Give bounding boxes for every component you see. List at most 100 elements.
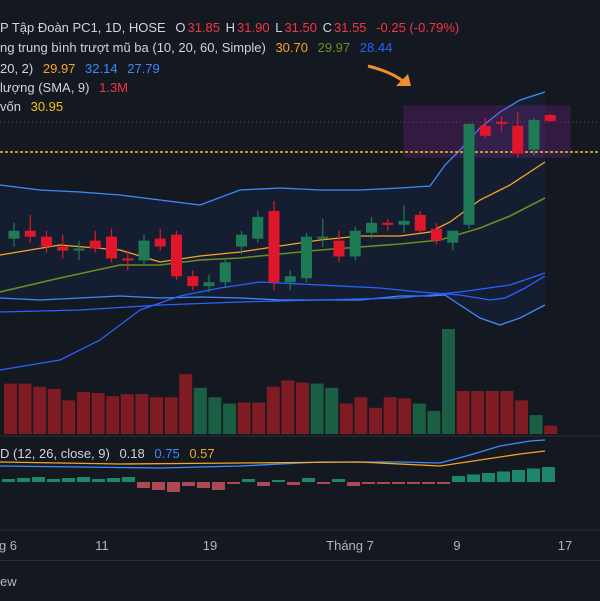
candle-body	[463, 123, 475, 225]
candle-body	[268, 210, 280, 283]
bb-value-3: 27.79	[127, 61, 160, 76]
volume-bar	[4, 383, 17, 434]
macd-histogram-bar	[182, 482, 195, 486]
candle-body	[284, 276, 296, 283]
chart-area[interactable]: P Tập Đoàn PC1, 1D, HOSE O 31.85 H 31.90 L…	[0, 0, 600, 560]
macd-histogram-bar	[2, 479, 15, 482]
candle-body	[414, 214, 426, 231]
volume-bar	[544, 425, 558, 434]
bb-legend[interactable]: 20, 2) 29.97 32.14 27.79	[0, 61, 162, 77]
volume-value: 1.3M	[99, 80, 129, 95]
macd-histogram-bar	[437, 482, 450, 484]
candle-body	[219, 262, 231, 283]
ma-line-slow	[0, 272, 546, 313]
macd-histogram-bar	[212, 482, 225, 490]
candle-body	[528, 119, 540, 150]
candle-body	[187, 276, 199, 287]
macd-histogram-bar	[152, 482, 165, 490]
bottom-toolbar-label[interactable]: ew	[0, 574, 17, 589]
macd-legend[interactable]: D (12, 26, close, 9) 0.18 0.75 0.57	[0, 446, 217, 462]
candle-body	[512, 125, 524, 154]
candle-body	[57, 246, 69, 251]
macd-histogram-bar	[107, 478, 120, 482]
macd-line	[0, 439, 546, 469]
macd-histogram-bar	[512, 470, 525, 482]
volume-bar	[339, 403, 353, 434]
volume-bar	[456, 390, 470, 434]
macd-value-1: 0.18	[119, 446, 145, 461]
macd-value-2: 0.75	[154, 446, 180, 461]
bottom-toolbar[interactable]: ew	[0, 560, 600, 601]
volume-legend[interactable]: lượng (SMA, 9) 1.3M	[0, 80, 130, 96]
x-label-6: 17	[557, 538, 573, 553]
candle-body	[317, 236, 329, 239]
volume-bar	[164, 397, 178, 434]
candle-body	[479, 125, 491, 136]
macd-histogram-bar	[452, 476, 465, 482]
macd-histogram-bar	[407, 482, 420, 484]
volume-bar	[485, 390, 499, 434]
volume-label: lượng (SMA, 9)	[0, 80, 90, 95]
volume-bar	[266, 386, 280, 434]
volume-bar	[442, 329, 455, 434]
volume-bar	[223, 403, 236, 434]
volume-bar	[135, 394, 149, 434]
candle-body	[203, 282, 215, 287]
macd-histogram-bar	[317, 482, 330, 484]
macd-histogram-bar	[92, 479, 105, 482]
arrow-annotation	[367, 64, 405, 84]
bb-value-1: 29.97	[42, 61, 76, 76]
high-value: 31.90	[237, 20, 270, 35]
volume-bar	[62, 400, 76, 434]
macd-histogram-bar	[32, 477, 45, 482]
volume-bar	[515, 400, 528, 434]
candle-body	[122, 258, 134, 261]
macd-histogram-bar	[167, 482, 180, 492]
candle-body	[398, 220, 410, 225]
volume-bar	[33, 386, 47, 434]
ma-value-1: 30.70	[275, 40, 308, 55]
volume-bar	[252, 402, 266, 434]
macd-histogram-bar	[227, 482, 240, 484]
volume-bar	[91, 393, 105, 434]
volume-bar	[325, 387, 339, 434]
macd-histogram-bar	[287, 482, 300, 485]
open-value: 31.85	[187, 20, 221, 35]
macd-histogram-bar	[377, 482, 390, 484]
x-label-3: 19	[202, 538, 218, 553]
symbol-legend: P Tập Đoàn PC1, 1D, HOSE O 31.85 H 31.90 L…	[0, 20, 461, 36]
macd-value-3: 0.57	[189, 446, 215, 461]
capital-label: vốn	[0, 99, 21, 114]
capital-legend[interactable]: vốn 30.95	[0, 99, 65, 115]
x-label-5: 9	[453, 538, 461, 553]
macd-histogram-bar	[542, 467, 555, 482]
candle-body	[333, 240, 345, 257]
macd-signal-line	[0, 450, 546, 467]
volume-bar	[237, 402, 251, 434]
macd-histogram-bar	[77, 477, 90, 482]
macd-histogram-bar	[242, 479, 255, 482]
macd-histogram-bar	[62, 478, 75, 482]
bollinger-band-fill	[0, 92, 545, 325]
price-chart[interactable]	[0, 0, 600, 560]
x-label-1: g 6	[0, 538, 18, 553]
ma-label: ng trung bình trượt mũ ba (10, 20, 60, S…	[0, 40, 266, 55]
macd-histogram-bar	[422, 482, 435, 484]
low-label: L	[275, 20, 283, 35]
macd-histogram-bar	[347, 482, 360, 486]
volume-bar	[120, 394, 134, 434]
volume-bar	[281, 380, 295, 434]
macd-histogram-bar	[362, 482, 375, 484]
volume-bar	[296, 382, 309, 434]
volume-bar	[310, 383, 324, 434]
volume-bar	[471, 390, 485, 434]
macd-label: D (12, 26, close, 9)	[0, 446, 110, 461]
symbol-title: P Tập Đoàn PC1, 1D, HOSE	[0, 20, 166, 35]
macd-histogram-bar	[122, 477, 135, 482]
candle-body	[89, 240, 101, 249]
change-value: -0.25 (-0.79%)	[376, 20, 460, 35]
ma-legend[interactable]: ng trung bình trượt mũ ba (10, 20, 60, S…	[0, 40, 394, 56]
volume-bar	[150, 397, 163, 434]
volume-bar	[529, 415, 543, 434]
macd-histogram-bar	[497, 471, 510, 482]
